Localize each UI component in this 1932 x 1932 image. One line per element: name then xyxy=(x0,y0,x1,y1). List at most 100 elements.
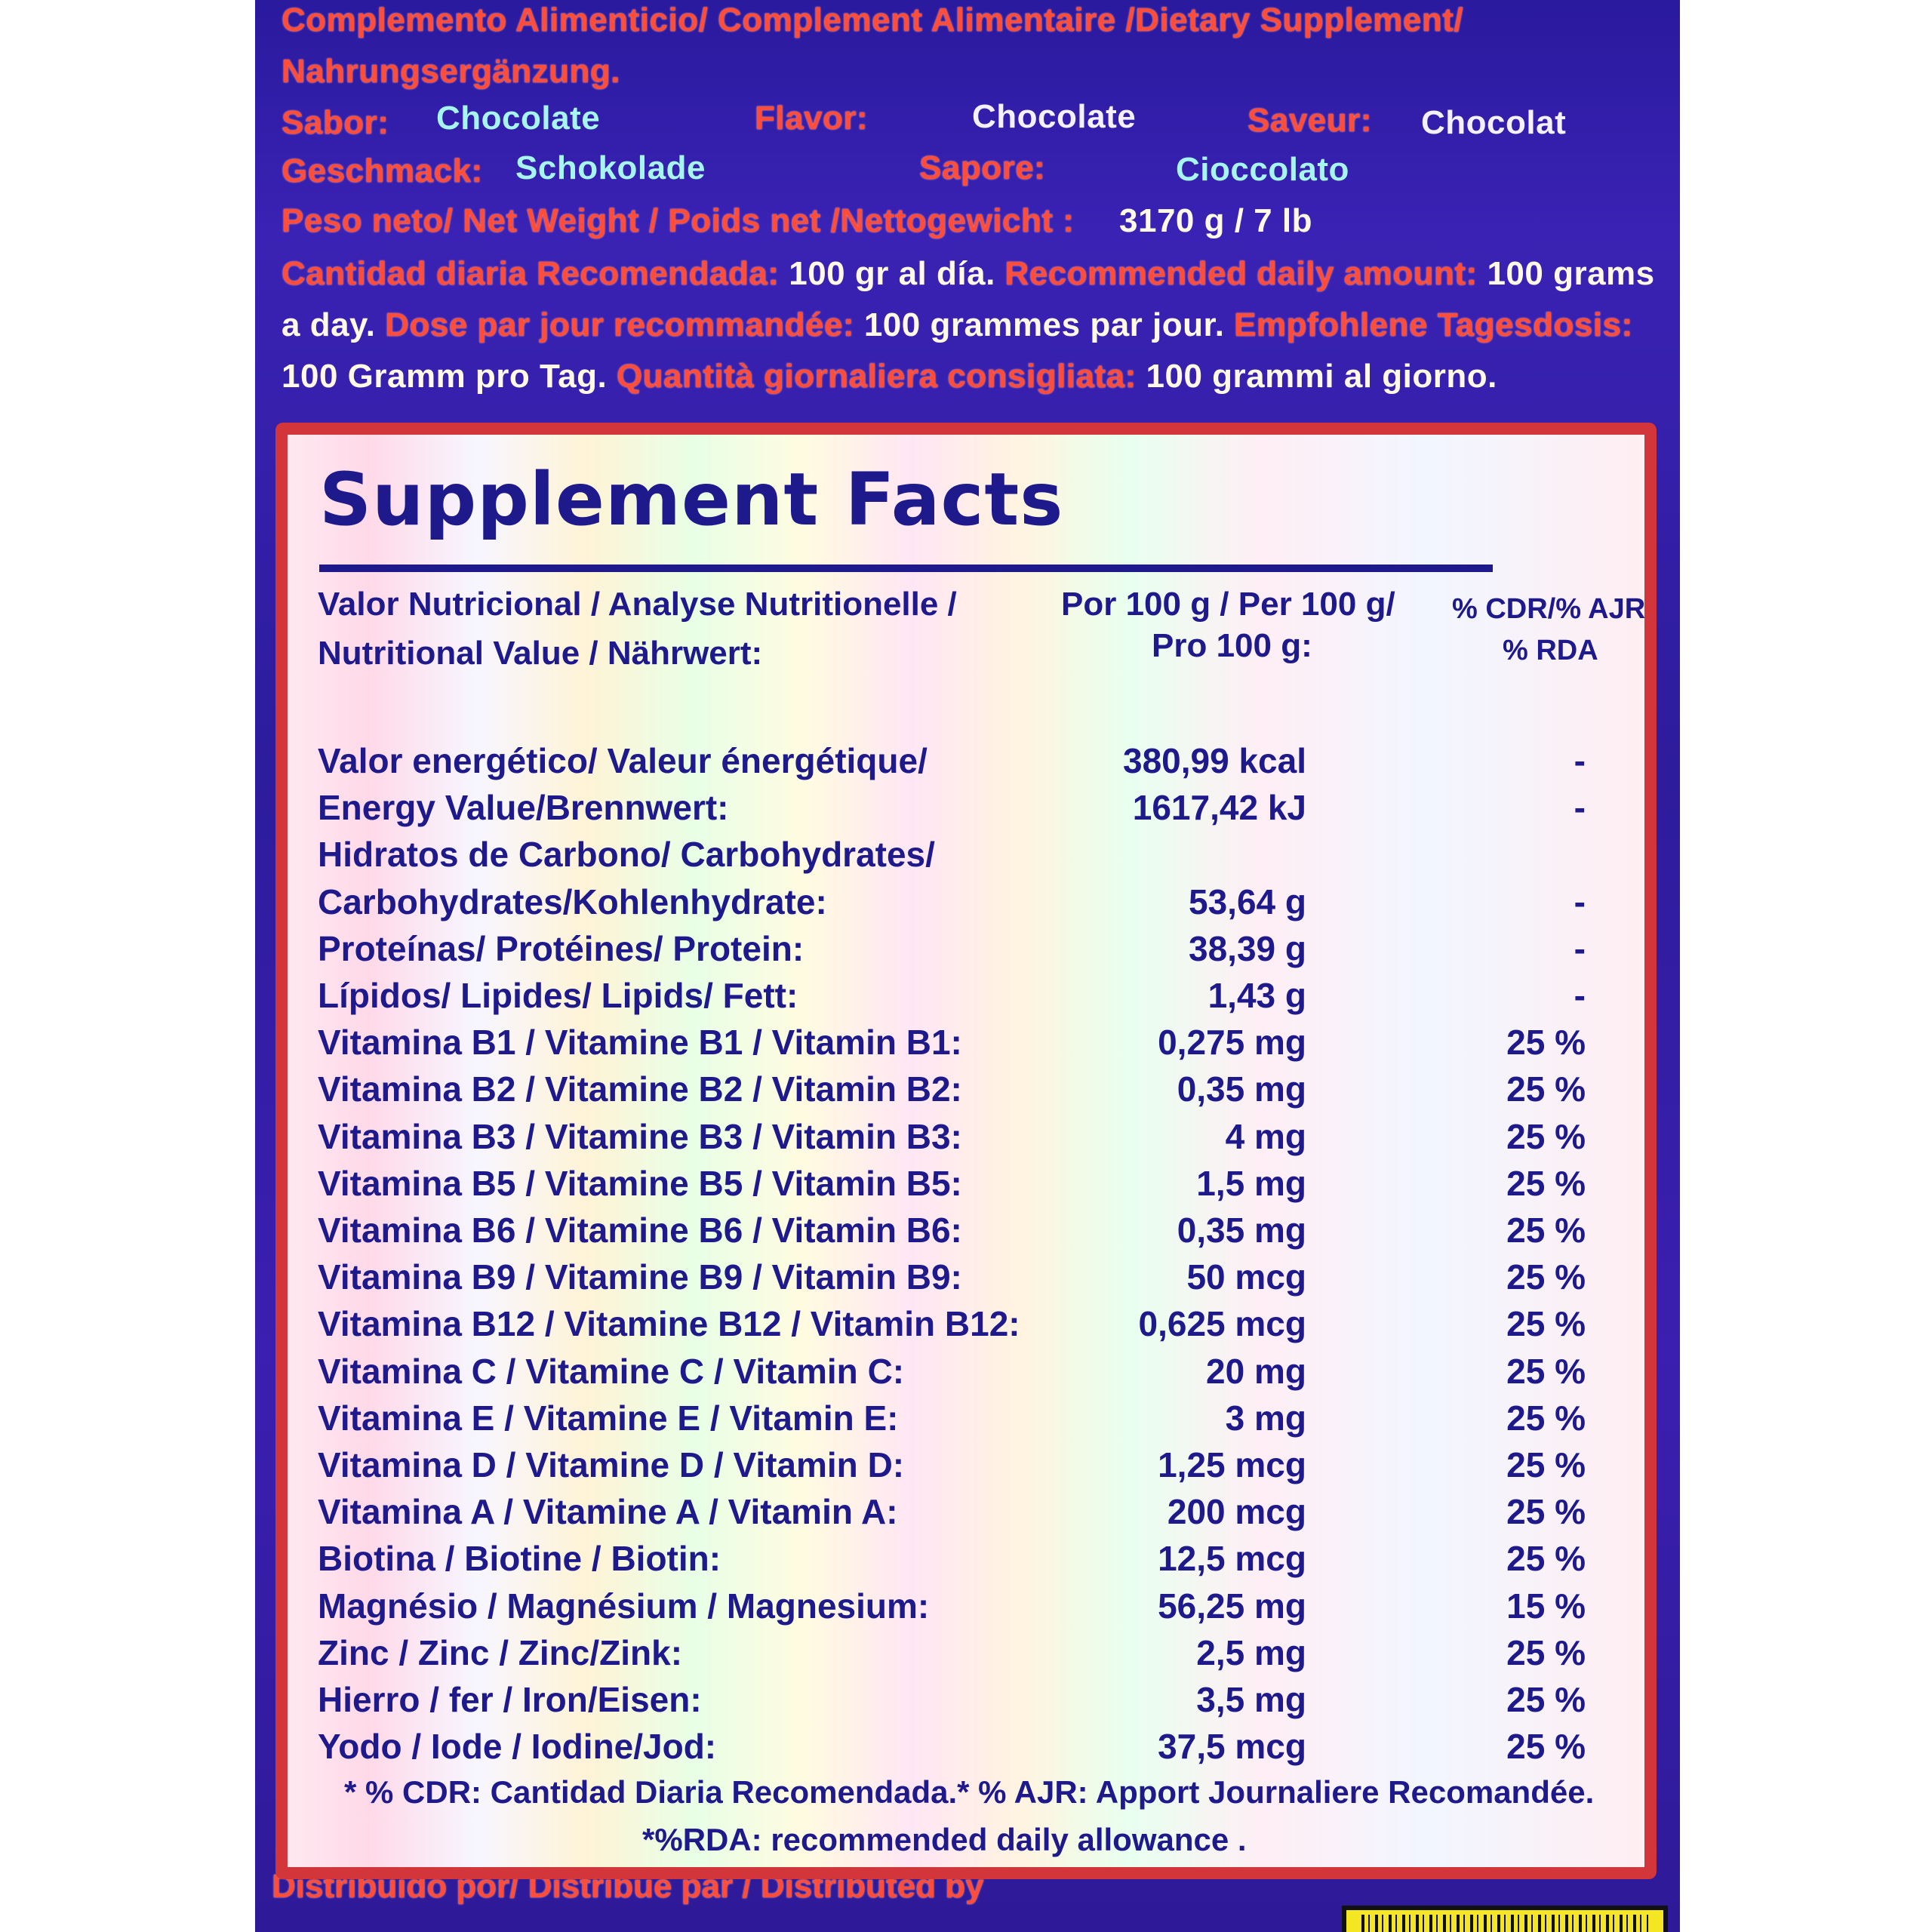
col-header-pct-1: % CDR/% AJR xyxy=(1452,593,1646,625)
daily-amount-line-3: 100 Gramm pro Tag. Quantità giornaliera … xyxy=(281,358,1497,395)
saveur-value: Chocolat xyxy=(1421,104,1567,141)
nutrient-percent: 25 % xyxy=(1506,1680,1586,1719)
nutrient-row: Hierro / fer / Iron/Eisen: 3,5 mg 25 % xyxy=(318,1679,1623,1724)
nutrient-amount: 2,5 mg xyxy=(1196,1632,1306,1672)
daily-es-label: Cantidad diaria Recomendada: xyxy=(281,255,780,292)
nutrient-amount: 0,35 mg xyxy=(1177,1211,1306,1250)
nutrient-row: Vitamina B1 / Vitamine B1 / Vitamin B1: 0… xyxy=(318,1022,1623,1067)
nutrient-percent: 25 % xyxy=(1506,1257,1586,1297)
nutrient-percent: 25 % xyxy=(1506,1069,1586,1109)
nutrient-percent: 25 % xyxy=(1506,1211,1586,1250)
nutrient-name: Vitamina B5 / Vitamine B5 / Vitamin B5: xyxy=(318,1163,962,1203)
nutrient-amount: 1,43 g xyxy=(1208,976,1306,1015)
nutrient-row: Yodo / Iode / Iodine/Jod: 37,5 mcg 25 % xyxy=(318,1726,1623,1771)
nutrient-percent: 25 % xyxy=(1506,1492,1586,1532)
nutrient-amount: 20 mg xyxy=(1206,1351,1306,1391)
daily-it-value: 100 grammi al giorno. xyxy=(1146,358,1497,395)
nutrient-percent: 25 % xyxy=(1506,1163,1586,1203)
supplement-type-line: Complemento Alimenticio/ Complement Alim… xyxy=(281,2,1464,38)
daily-fr-label: Dose par jour recommandée: xyxy=(385,306,855,343)
nutrient-percent: - xyxy=(1574,928,1586,968)
nutrient-amount: 4 mg xyxy=(1225,1116,1306,1156)
nutrient-name: Vitamina B2 / Vitamine B2 / Vitamin B2: xyxy=(318,1069,962,1109)
supplement-type-line-2: Nahrungsergänzung. xyxy=(281,53,621,90)
nutrient-row: Vitamina B9 / Vitamine B9 / Vitamin B9: 5… xyxy=(318,1257,1623,1302)
nutrient-row: Hidratos de Carbono/ Carbohydrates/ xyxy=(318,834,1623,879)
nutrient-name: Vitamina B1 / Vitamine B1 / Vitamin B1: xyxy=(318,1023,962,1063)
title-divider xyxy=(319,565,1493,572)
saveur-label: Saveur: xyxy=(1247,102,1372,139)
nutrient-name: Biotina / Biotine / Biotin: xyxy=(318,1539,721,1579)
daily-en-value: 100 grams xyxy=(1487,255,1655,292)
nutrient-name: Vitamina B6 / Vitamine B6 / Vitamin B6: xyxy=(318,1211,962,1250)
col-header-nutrition-2: Nutritional Value / Nährwert: xyxy=(318,635,763,672)
nutrient-name: Carbohydrates/Kohlenhydrate: xyxy=(318,881,827,921)
nutrient-percent: - xyxy=(1574,741,1586,780)
nutrient-row: Zinc / Zinc / Zinc/Zink: 2,5 mg 25 % xyxy=(318,1632,1623,1678)
daily-es-value: 100 gr al día. xyxy=(789,255,995,292)
nutrient-amount: 12,5 mcg xyxy=(1158,1539,1306,1579)
nutrient-name: Lípidos/ Lipides/ Lipids/ Fett: xyxy=(318,976,798,1015)
nutrient-name: Vitamina B12 / Vitamine B12 / Vitamin B1… xyxy=(318,1304,1020,1344)
nutrient-row: Carbohydrates/Kohlenhydrate: 53,64 g - xyxy=(318,881,1623,927)
net-weight-value: 3170 g / 7 lb xyxy=(1119,202,1312,239)
nutrient-amount: 53,64 g xyxy=(1189,881,1306,921)
nutrient-row: Vitamina E / Vitamine E / Vitamin E: 3 mg… xyxy=(318,1398,1623,1443)
nutrient-row: Proteínas/ Protéines/ Protein: 38,39 g - xyxy=(318,928,1623,974)
nutrient-name: Zinc / Zinc / Zinc/Zink: xyxy=(318,1632,683,1672)
geschmack-label: Geschmack: xyxy=(281,152,483,189)
nutrient-row: Vitamina B2 / Vitamine B2 / Vitamin B2: 0… xyxy=(318,1069,1623,1114)
nutrient-name: Magnésio / Magnésium / Magnesium: xyxy=(318,1586,930,1626)
nutrient-name: Vitamina B3 / Vitamine B3 / Vitamin B3: xyxy=(318,1116,962,1156)
nutrient-percent: - xyxy=(1574,976,1586,1015)
nutrient-percent: - xyxy=(1574,788,1586,828)
nutrient-name: Vitamina D / Vitamine D / Vitamin D: xyxy=(318,1445,905,1484)
nutrient-name: Hidratos de Carbono/ Carbohydrates/ xyxy=(318,835,935,875)
sabor-label: Sabor: xyxy=(281,104,389,141)
nutrient-amount: 3,5 mg xyxy=(1196,1680,1306,1719)
nutrient-row: Vitamina A / Vitamine A / Vitamin A: 200 … xyxy=(318,1491,1623,1537)
flavor-value: Chocolate xyxy=(972,98,1137,135)
daily-amount-line-2: a day. Dose par jour recommandée: 100 gr… xyxy=(281,306,1633,344)
nutrient-percent: 25 % xyxy=(1506,1398,1586,1438)
nutrient-percent: 25 % xyxy=(1506,1727,1586,1767)
nutrient-percent: 25 % xyxy=(1506,1351,1586,1391)
nutrient-row: Biotina / Biotine / Biotin: 12,5 mcg 25 % xyxy=(318,1538,1623,1583)
sabor-value: Chocolate xyxy=(436,100,601,137)
daily-amount-line-1: Cantidad diaria Recomendada: 100 gr al d… xyxy=(281,255,1655,293)
nutrient-row: Vitamina C / Vitamine C / Vitamin C: 20 m… xyxy=(318,1351,1623,1396)
footnote-rda: *%RDA: recommended daily allowance . xyxy=(642,1822,1247,1857)
flavor-label: Flavor: xyxy=(755,100,869,137)
daily-fr-value: 100 grammes par jour. xyxy=(863,306,1225,343)
nutrient-row: Vitamina B5 / Vitamine B5 / Vitamin B5: 1… xyxy=(318,1163,1623,1208)
nutrient-name: Vitamina C / Vitamine C / Vitamin C: xyxy=(318,1351,905,1391)
nutrient-row: Energy Value/Brennwert: 1617,42 kJ - xyxy=(318,787,1623,832)
daily-en-value-cont: a day. xyxy=(281,306,376,343)
supplement-facts-panel: Supplement Facts Valor Nutricional / Ana… xyxy=(275,423,1657,1879)
nutrient-amount: 3 mg xyxy=(1225,1398,1306,1438)
nutrient-row: Lípidos/ Lipides/ Lipids/ Fett: 1,43 g - xyxy=(318,975,1623,1020)
nutrient-percent: 15 % xyxy=(1506,1586,1586,1626)
daily-de-value: 100 Gramm pro Tag. xyxy=(281,358,608,395)
nutrient-name: Proteínas/ Protéines/ Protein: xyxy=(318,928,804,968)
nutrient-name: Valor energético/ Valeur énergétique/ xyxy=(318,741,928,780)
nutrient-amount: 380,99 kcal xyxy=(1122,741,1306,780)
nutrient-amount: 1,25 mcg xyxy=(1158,1445,1306,1484)
daily-en-label: Recommended daily amount: xyxy=(1004,255,1478,292)
nutrient-amount: 56,25 mg xyxy=(1158,1586,1306,1626)
nutrient-amount: 37,5 mcg xyxy=(1158,1727,1306,1767)
geschmack-value: Schokolade xyxy=(515,149,706,186)
nutrient-amount: 0,625 mcg xyxy=(1138,1304,1306,1344)
nutrient-row: Vitamina D / Vitamine D / Vitamin D: 1,25… xyxy=(318,1444,1623,1490)
nutrient-row: Vitamina B3 / Vitamine B3 / Vitamin B3: 4… xyxy=(318,1116,1623,1161)
footnote-cdr-ajr: * % CDR: Cantidad Diaria Recomendada.* %… xyxy=(344,1774,1595,1810)
col-header-amount-1: Por 100 g / Per 100 g/ xyxy=(1061,586,1395,623)
nutrient-percent: 25 % xyxy=(1506,1304,1586,1344)
panel-title: Supplement Facts xyxy=(319,457,1064,542)
nutrient-name: Yodo / Iode / Iodine/Jod: xyxy=(318,1727,717,1767)
nutrient-percent: 25 % xyxy=(1506,1445,1586,1484)
nutrient-name: Hierro / fer / Iron/Eisen: xyxy=(318,1680,702,1719)
nutrient-row: Valor energético/ Valeur énergétique/380… xyxy=(318,740,1623,786)
col-header-nutrition-1: Valor Nutricional / Analyse Nutritionell… xyxy=(318,586,957,623)
nutrient-name: Vitamina A / Vitamine A / Vitamin A: xyxy=(318,1492,898,1532)
